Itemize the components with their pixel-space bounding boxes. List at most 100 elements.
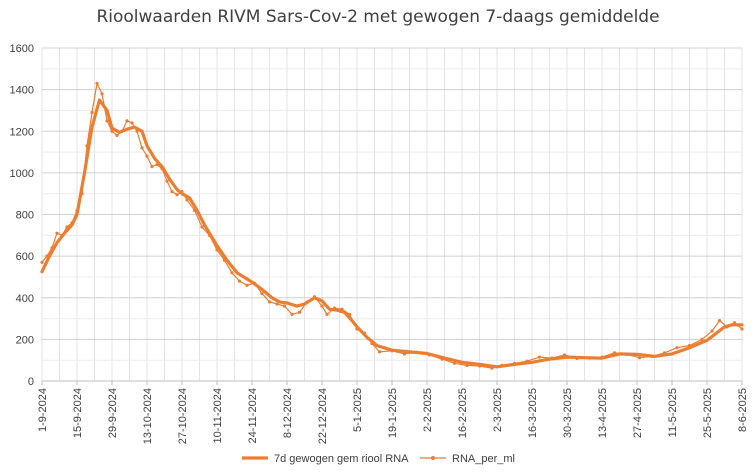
data-point xyxy=(325,312,329,316)
data-point xyxy=(170,190,174,194)
data-point xyxy=(237,279,242,283)
data-point xyxy=(275,302,279,306)
data-point xyxy=(312,295,317,299)
x-tick-label: 30-3-2025 xyxy=(562,388,574,438)
data-point xyxy=(65,225,69,229)
data-point xyxy=(125,119,129,123)
data-point xyxy=(90,110,94,115)
y-tick-label: 1200 xyxy=(10,126,34,138)
data-point xyxy=(600,355,604,359)
x-tick-label: 27-10-2024 xyxy=(177,388,189,444)
data-point xyxy=(80,192,84,196)
data-point xyxy=(130,121,134,125)
axes: 0 200 400 600 800 1000 1200 1400 1600 1-9-2024 15-… xyxy=(10,43,749,444)
data-point xyxy=(587,356,592,360)
x-tick-label: 22-12-2024 xyxy=(317,388,329,444)
data-point xyxy=(465,363,469,367)
data-point xyxy=(477,364,482,368)
x-tick-label: 2-3-2025 xyxy=(492,388,504,432)
x-tick-label: 16-3-2025 xyxy=(527,388,539,438)
data-point xyxy=(440,357,444,361)
x-tick-label: 24-11-2024 xyxy=(247,388,259,443)
legend-label-2: RNA_per_ml xyxy=(452,453,515,465)
data-point xyxy=(55,231,59,235)
data-point xyxy=(175,193,179,197)
chart-title: Rioolwaarden RIVM Sars-Cov-2 met gewogen… xyxy=(96,7,659,27)
data-point xyxy=(452,361,457,365)
grid-lines xyxy=(41,47,743,382)
data-point xyxy=(200,225,204,229)
data-point xyxy=(427,353,432,357)
x-tick-label: 11-5-2025 xyxy=(667,388,679,437)
data-point xyxy=(650,354,654,359)
data-point xyxy=(362,331,367,335)
data-point xyxy=(340,307,344,311)
data-point xyxy=(377,350,382,354)
x-tick-label: 13-4-2025 xyxy=(597,388,609,438)
data-point xyxy=(537,355,542,359)
y-tick-label: 200 xyxy=(16,334,34,346)
series-layer xyxy=(40,81,744,370)
data-point xyxy=(717,319,722,323)
data-point xyxy=(732,321,737,325)
data-point xyxy=(675,346,679,350)
data-point xyxy=(562,353,567,357)
data-point xyxy=(297,310,302,314)
y-tick-label: 800 xyxy=(16,210,34,222)
data-point xyxy=(145,154,149,158)
data-point xyxy=(105,119,109,123)
data-point xyxy=(75,208,79,212)
data-point xyxy=(245,283,249,287)
y-tick-label: 1400 xyxy=(10,85,34,97)
data-point xyxy=(612,351,617,355)
y-tick-label: 400 xyxy=(16,293,34,305)
data-point xyxy=(290,312,294,316)
data-point xyxy=(402,352,407,356)
data-point xyxy=(637,356,642,360)
data-point xyxy=(332,306,337,310)
data-point xyxy=(740,327,744,331)
data-point xyxy=(180,190,184,194)
data-point xyxy=(60,233,64,237)
data-point xyxy=(575,356,579,361)
x-tick-label: 27-4-2025 xyxy=(632,388,644,438)
x-tick-label: 10-11-2024 xyxy=(212,388,224,443)
data-point xyxy=(160,167,164,171)
y-tick-label: 0 xyxy=(28,376,34,388)
data-point xyxy=(70,221,74,225)
data-point xyxy=(215,248,219,252)
data-point xyxy=(525,359,529,363)
data-point xyxy=(347,312,352,316)
data-point xyxy=(710,329,714,333)
x-tick-label: 19-1-2025 xyxy=(387,388,399,438)
data-point xyxy=(230,271,234,275)
data-point xyxy=(390,349,394,353)
legend-marker-2 xyxy=(431,456,435,460)
data-point xyxy=(185,198,189,202)
data-point xyxy=(135,129,139,133)
x-tick-label: 1-9-2024 xyxy=(37,388,49,432)
data-point xyxy=(150,165,154,169)
data-point xyxy=(512,361,517,365)
data-point xyxy=(252,281,257,285)
data-point xyxy=(625,352,629,356)
data-point xyxy=(490,366,494,370)
x-tick-label: 29-9-2024 xyxy=(107,388,119,438)
data-point xyxy=(282,304,287,308)
data-point xyxy=(100,92,104,96)
x-tick-label: 2-2-2025 xyxy=(422,388,434,432)
data-point xyxy=(700,337,704,341)
data-point xyxy=(725,325,729,329)
data-point xyxy=(687,344,692,348)
data-point xyxy=(50,246,54,250)
data-point xyxy=(267,300,272,304)
series-line-1 xyxy=(40,98,744,369)
x-tick-label: 15-9-2024 xyxy=(72,388,84,438)
x-tick-label: 13-10-2024 xyxy=(142,388,154,444)
data-point xyxy=(110,129,114,133)
x-tick-label: 8-12-2024 xyxy=(282,388,294,438)
data-point xyxy=(40,260,44,264)
data-point xyxy=(207,233,212,237)
